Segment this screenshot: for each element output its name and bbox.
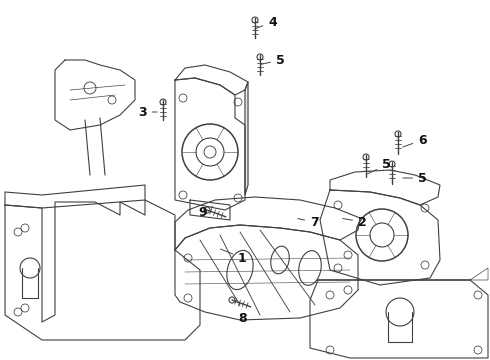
Polygon shape (175, 197, 360, 250)
Polygon shape (330, 170, 440, 205)
Text: 5: 5 (368, 158, 391, 174)
Polygon shape (5, 185, 145, 208)
Text: 5: 5 (261, 54, 285, 67)
Text: 6: 6 (403, 134, 427, 147)
Polygon shape (175, 225, 358, 320)
Polygon shape (310, 280, 488, 358)
Text: 4: 4 (255, 15, 277, 29)
Polygon shape (175, 65, 248, 95)
Polygon shape (190, 200, 230, 220)
Text: 3: 3 (138, 105, 157, 118)
Polygon shape (55, 60, 135, 130)
Text: 9: 9 (198, 206, 213, 219)
Text: 8: 8 (238, 305, 246, 324)
Text: 1: 1 (220, 249, 247, 265)
Polygon shape (175, 78, 245, 210)
Polygon shape (320, 190, 440, 285)
Text: 5: 5 (403, 171, 427, 184)
Polygon shape (5, 200, 200, 340)
Text: 7: 7 (298, 216, 319, 229)
Polygon shape (245, 82, 248, 195)
Text: 2: 2 (343, 216, 367, 229)
